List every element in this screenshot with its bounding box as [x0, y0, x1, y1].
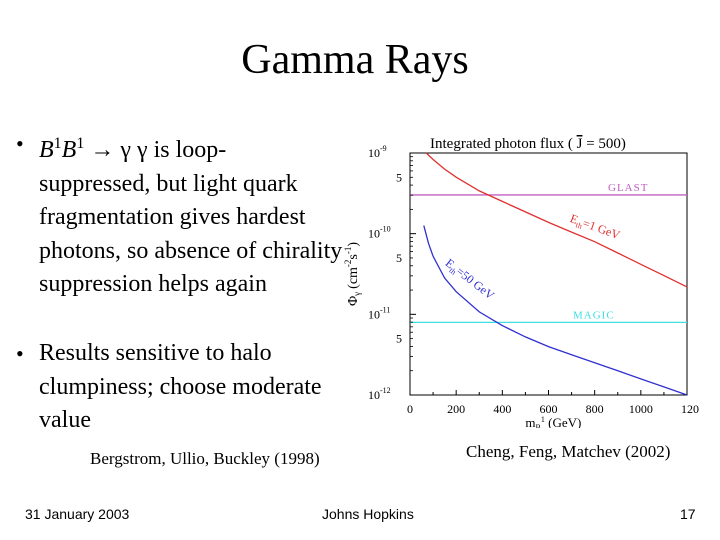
x-tick-label: 0 — [407, 402, 413, 416]
b1-symbol-2: B — [61, 137, 77, 163]
reference-bergstrom: Bergstrom, Ullio, Buckley (1998) — [90, 449, 320, 468]
arrow-icon: → — [90, 137, 115, 163]
x-tick-label: 120 — [681, 402, 699, 416]
y-major-label: 10-10 — [368, 225, 391, 241]
bullet-1: • B1B1 → γ γ is loop- suppressed, but li… — [16, 127, 346, 302]
y-axis-label: Φγ(cm-2s-1) — [343, 242, 362, 306]
x-tick-label: 200 — [447, 402, 465, 416]
threshold-label-magic: MAGIC — [573, 309, 615, 321]
threshold-lines: GLAST MAGIC — [410, 182, 687, 324]
b1-superscript: 1 — [53, 135, 62, 152]
chart-title: Integrated photon flux ( J = 500) — [430, 136, 626, 152]
footer-page-number: 17 — [680, 506, 696, 522]
footer-institution: Johns Hopkins — [322, 506, 414, 522]
bullet-marker: • — [16, 131, 24, 156]
y-major-label: 10-11 — [368, 305, 390, 321]
reference-cheng: Cheng, Feng, Matchev (2002) — [466, 442, 671, 461]
y-major-label: 10-9 — [368, 144, 387, 160]
x-tick-label: 400 — [493, 402, 511, 416]
photon-flux-chart: Integrated photon flux ( J = 500) GLAST M… — [343, 136, 699, 428]
series-line-2 — [423, 225, 688, 396]
x-tick-label: 800 — [586, 402, 604, 416]
b1-symbol: B — [39, 137, 54, 163]
x-tick-label: 600 — [540, 402, 558, 416]
bullet-1-line1: is loop- — [147, 137, 227, 163]
series-line-1 — [425, 152, 688, 288]
y-minor-label: 5 — [396, 332, 402, 346]
axis-labels: mB1 (GeV) Φγ(cm-2s-1) — [343, 242, 581, 428]
x-axis-label: mB1 (GeV) — [525, 415, 581, 428]
chart-title-text: Integrated photon flux ( J = 500) — [430, 136, 626, 152]
bullet-2: • Results sensitive to halo clumpiness; … — [16, 337, 346, 438]
bullet-1-rest: suppressed, but light quark fragmentatio… — [39, 170, 343, 298]
bullet-marker: • — [16, 341, 24, 366]
footer-date: 31 January 2003 — [25, 506, 130, 522]
y-minor-label: 5 — [396, 170, 402, 184]
x-axis-ticks: 0 200 400 600 800 1000 120 — [407, 390, 699, 416]
series-label-1: Eth=1 GeV — [568, 211, 623, 244]
bullet-1-text: B1B1 → γ γ is loop- suppressed, but ligh… — [16, 127, 346, 302]
x-tick-label: 1000 — [629, 402, 653, 416]
slide-title: Gamma Rays — [241, 37, 469, 83]
y-major-label: 10-12 — [368, 386, 391, 402]
bullet-2-text: Results sensitive to halo clumpiness; ch… — [39, 340, 322, 434]
b1-superscript-2: 1 — [76, 135, 85, 152]
threshold-label-glast: GLAST — [608, 182, 648, 194]
series-label-2: Eth=50 GeV — [442, 256, 498, 305]
y-minor-label: 5 — [396, 251, 402, 265]
gamma-symbols: γ γ — [120, 137, 148, 163]
y-axis-ticks: 10-9 10-10 10-11 10-12 5 5 5 — [368, 144, 416, 402]
